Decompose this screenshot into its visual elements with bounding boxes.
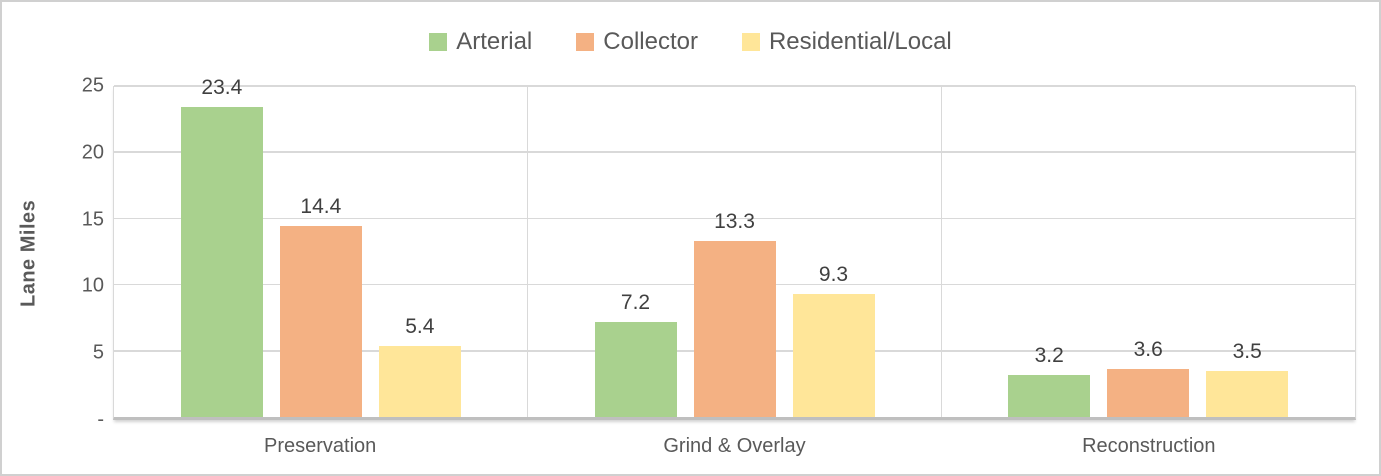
bar-residential-local: 3.5 (1206, 340, 1289, 417)
legend-swatch (741, 33, 760, 51)
bar-value-label: 14.4 (300, 195, 342, 219)
bar-arterial: 7.2 (594, 291, 677, 417)
gridline (114, 217, 1355, 220)
bar-group-preservation: 23.4 14.4 5.4 (114, 76, 528, 417)
y-tick-label: 15 (81, 208, 104, 231)
bar-collector: 13.3 (693, 210, 776, 417)
bar-value-label: 13.3 (714, 209, 755, 233)
y-tick-label: 5 (92, 341, 104, 364)
bar-value-label: 3.6 (1133, 338, 1163, 362)
y-axis: - 5 10 15 20 25 (52, 75, 104, 431)
bar-value-label: 23.4 (201, 76, 243, 100)
bar-collector: 3.6 (1107, 338, 1190, 417)
legend-item-residential-local: Residential/Local (741, 28, 952, 56)
bar-groups: 23.4 14.4 5.4 7.2 13.3 9.3 3.2 3.6 3.5 (114, 76, 1355, 417)
category-label: Reconstruction (1082, 435, 1216, 457)
category-separator (940, 86, 943, 417)
bar-group-reconstruction: 3.2 3.6 3.5 (941, 86, 1355, 417)
legend-item-label: Collector (603, 28, 698, 55)
y-axis-title: Lane Miles (17, 199, 40, 307)
category-label: Grind & Overlay (663, 435, 806, 457)
bar-residential-local: 5.4 (378, 315, 461, 417)
bar-value-label: 3.2 (1034, 343, 1064, 367)
y-tick-label: 25 (81, 74, 104, 97)
y-tick-label: - (97, 408, 104, 431)
legend-swatch (576, 33, 595, 51)
bar-value-label: 3.5 (1232, 339, 1262, 363)
plot-area: 23.4 14.4 5.4 7.2 13.3 9.3 3.2 3.6 3.5 (113, 76, 1356, 420)
category-separator (526, 86, 529, 417)
bar-residential-local: 9.3 (792, 263, 875, 417)
legend-swatch (429, 33, 448, 51)
chart-legend: Arterial Collector Residential/Local (2, 28, 1379, 56)
category-label: Preservation (264, 435, 377, 457)
bar-value-label: 5.4 (405, 314, 435, 338)
bar-arterial: 23.4 (180, 76, 263, 417)
bar-collector: 14.4 (279, 195, 362, 417)
bar-arterial: 3.2 (1008, 344, 1091, 417)
gridline (114, 151, 1355, 153)
x-axis: Preservation Grind & Overlay Reconstructio… (113, 435, 1356, 458)
bar-group-grind-overlay: 7.2 13.3 9.3 (528, 86, 942, 417)
bar-value-label: 9.3 (818, 262, 849, 286)
legend-item-label: Residential/Local (768, 28, 952, 55)
y-tick-label: 10 (81, 274, 104, 297)
legend-item-collector: Collector (576, 28, 698, 56)
y-tick-label: 20 (81, 141, 104, 164)
legend-item-label: Arterial (456, 28, 533, 55)
bar-value-label: 7.2 (620, 290, 651, 314)
gridline (114, 85, 1355, 87)
legend-item-arterial: Arterial (429, 28, 532, 56)
